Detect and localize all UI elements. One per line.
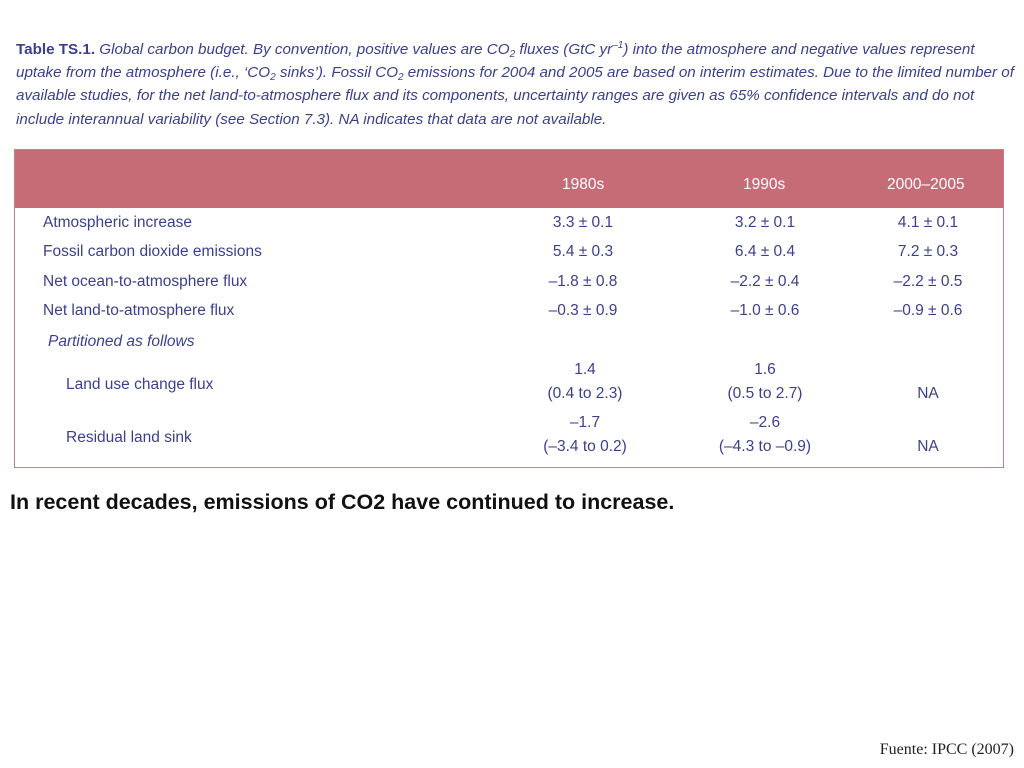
table-cell: –0.3 ± 0.9	[548, 302, 618, 319]
table-cell-na: NA	[917, 438, 939, 455]
column-header-2000-2005: 2000–2005	[887, 176, 965, 193]
row-label: Net ocean-to-atmosphere flux	[43, 273, 248, 290]
table-cell: –2.2 ± 0.5	[893, 273, 963, 290]
table-cell: 5.4 ± 0.3	[552, 243, 614, 260]
table-cell: –2.6	[749, 414, 781, 431]
row-label: Net land-to-atmosphere flux	[43, 302, 235, 319]
table-cell-range: (0.4 to 2.3)	[547, 385, 623, 402]
caption-text: Global carbon budget. By convention, pos…	[95, 41, 510, 58]
table-cell: 1.4	[574, 361, 596, 378]
source-citation: Fuente: IPCC (2007)	[879, 741, 1014, 758]
table-cell: 4.1 ± 0.1	[897, 214, 959, 231]
table-cell-range: (–3.4 to 0.2)	[543, 438, 627, 455]
table-cell: 1.6	[754, 361, 776, 378]
table-cell-range: (0.5 to 2.7)	[727, 385, 803, 402]
row-label: Atmospheric increase	[43, 214, 193, 231]
caption-subscript: 2	[398, 72, 404, 84]
table-cell: 7.2 ± 0.3	[897, 243, 959, 260]
caption-superscript: –1	[612, 40, 624, 51]
column-header-1980s: 1980s	[562, 176, 605, 193]
table-cell: 3.3 ± 0.1	[552, 214, 614, 231]
table-cell: –1.8 ± 0.8	[548, 273, 618, 290]
carbon-budget-table: 1980s 1990s 2000–2005 Atmospheric increa…	[14, 149, 1004, 468]
table-header: 1980s 1990s 2000–2005	[15, 150, 1003, 208]
table-cell: –1.7	[569, 414, 601, 431]
caption-subscript: 2	[270, 72, 276, 84]
caption-text: fluxes (GtC yr	[515, 41, 613, 58]
table-caption: Table TS.1. Global carbon budget. By con…	[16, 38, 1016, 131]
table-cell: –0.9 ± 0.6	[893, 302, 963, 319]
table-cell-range: (–4.3 to –0.9)	[718, 438, 812, 455]
subrow-label: Residual land sink	[66, 429, 192, 446]
caption-subscript: 2	[509, 49, 516, 60]
table-cell-na: NA	[917, 385, 939, 402]
caption-text: ) into the atmosphere and negative value…	[16, 41, 975, 82]
subrow-label: Land use change flux	[66, 376, 214, 393]
caption-label: Table TS.1.	[16, 41, 96, 58]
table-cell: –1.0 ± 0.6	[730, 302, 800, 319]
summary-statement: In recent decades, emissions of CO2 have…	[10, 490, 675, 514]
table-cell: –2.2 ± 0.4	[730, 273, 800, 290]
caption-text: emissions for 2004 and 2005 are based on…	[16, 64, 1014, 128]
partition-label: Partitioned as follows	[48, 333, 195, 350]
row-label: Fossil carbon dioxide emissions	[43, 243, 262, 260]
column-header-1990s: 1990s	[743, 176, 786, 193]
caption-text: sinks’). Fossil CO	[275, 64, 399, 82]
table-cell: 3.2 ± 0.1	[734, 214, 796, 231]
table-cell: 6.4 ± 0.4	[734, 243, 796, 260]
